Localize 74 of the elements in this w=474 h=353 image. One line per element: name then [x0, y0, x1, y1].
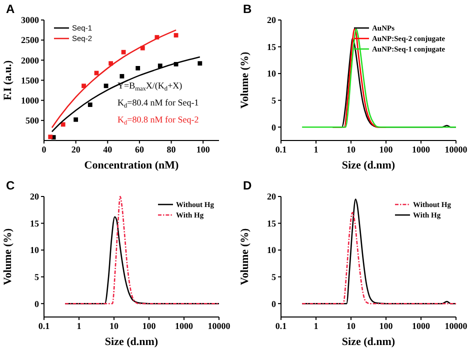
y-tick-label: 0: [34, 298, 40, 309]
x-tick-label: 10000: [208, 321, 231, 331]
annotation: K$_{d}$=80.4 nM for Seq-1: [118, 98, 199, 109]
y-axis-title: Volume (%): [239, 52, 251, 109]
y-axis-title: F.I (a.u.): [2, 60, 14, 100]
y-tick-label: 20: [267, 15, 276, 26]
y-tick-label: 5: [272, 272, 276, 282]
y-tick-label: 0: [272, 298, 276, 309]
x-tick-label: 0.1: [275, 144, 288, 154]
y-tick-label: 15: [267, 42, 276, 52]
chart-title: A: [6, 2, 15, 16]
point: [82, 84, 86, 88]
x-tick-label: 1: [314, 144, 319, 154]
point: [120, 74, 124, 78]
y-tick-label: 0: [272, 122, 276, 132]
point: [158, 64, 162, 68]
y-tick-label: 500: [26, 116, 40, 126]
x-tick-label: 10000: [444, 144, 468, 154]
x-tick-label: 10: [346, 321, 356, 331]
point: [121, 50, 126, 54]
y-axis-title: Volume (%): [2, 228, 14, 286]
y-axis-title: Volume (%): [239, 228, 251, 286]
point: [48, 134, 53, 140]
chart-title: B: [243, 2, 252, 16]
point: [174, 33, 178, 38]
x-tick-label: 0: [42, 144, 47, 154]
x-tick-label: 0.1: [275, 321, 288, 331]
line-series: [51, 56, 201, 132]
point: [60, 122, 66, 127]
x-tick-label: 10: [110, 321, 119, 331]
x-tick-label: 1000: [412, 144, 430, 154]
x-tick-label: 1: [76, 321, 82, 331]
x-tick-label: 80: [166, 144, 176, 154]
x-tick-label: 1000: [412, 321, 430, 331]
x-tick-label: 1: [314, 321, 319, 331]
y-tick-label: 15: [30, 218, 40, 228]
x-tick-label: 100: [379, 144, 394, 154]
point: [136, 66, 140, 70]
y-tick-label: 15: [267, 218, 276, 228]
x-axis-title: Size (d.nm): [342, 336, 396, 348]
y-tick-label: 2500: [21, 35, 40, 46]
x-tick-label: 0.1: [38, 321, 50, 331]
x-tick-label: 100: [379, 321, 394, 331]
y-tick-label: 5: [34, 272, 40, 282]
point: [140, 46, 145, 50]
x-axis-title: Size (d.nm): [342, 160, 396, 172]
y-tick-label: 3000: [21, 15, 40, 26]
y-tick-label: 1500: [21, 75, 40, 86]
chart-title: D: [243, 178, 252, 192]
x-tick-label: 40: [103, 144, 113, 154]
y-tick-label: 10: [267, 245, 276, 256]
x-axis-title: Size (d.nm): [104, 336, 158, 348]
point: [108, 61, 114, 66]
y-tick-label: 5: [272, 95, 276, 106]
annotation: K$_{d}$=80.8 nM for Seq-2: [118, 114, 199, 126]
point: [88, 102, 92, 107]
point: [74, 117, 78, 122]
x-tick-label: 100: [196, 144, 210, 154]
x-tick-label: 1000: [175, 321, 194, 331]
x-axis-title: Concentration (nM): [84, 160, 180, 172]
y-tick-label: 20: [30, 192, 40, 202]
y-tick-label: 2000: [21, 55, 40, 66]
x-tick-label: 100: [142, 321, 156, 331]
point: [104, 84, 108, 88]
chart-title: C: [6, 178, 15, 192]
y-tick-label: 10: [30, 245, 40, 256]
x-tick-label: 10: [346, 144, 356, 154]
y-tick-label: 10: [267, 68, 276, 79]
x-tick-label: 10000: [444, 321, 468, 331]
y-tick-label: 1000: [21, 95, 40, 106]
y-tick-label: 20: [267, 192, 276, 202]
point: [198, 61, 202, 66]
x-tick-label: 20: [71, 144, 81, 154]
x-tick-label: 60: [134, 144, 144, 154]
